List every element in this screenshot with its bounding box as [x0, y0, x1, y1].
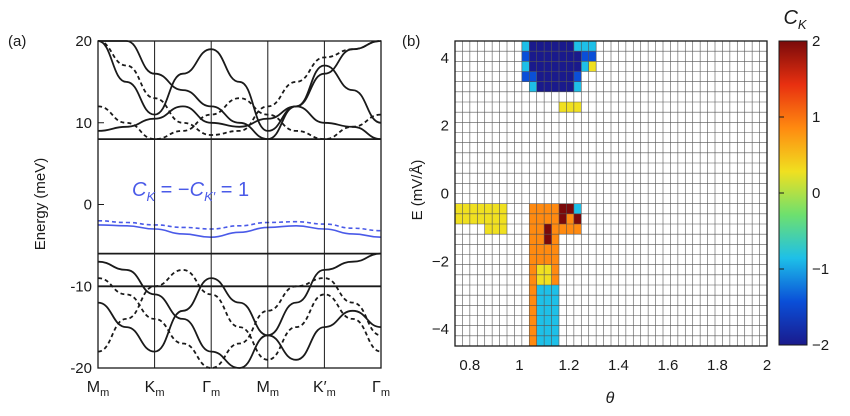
panel-b-frame — [454, 40, 768, 347]
heatmap-cell-25 — [544, 224, 552, 235]
b-ytick-label-1: −2 — [432, 253, 449, 270]
a-xtick-label-4: K′m — [313, 379, 336, 399]
heatmap-cell-9 — [588, 61, 597, 72]
panel-a-y-label: Energy (meV) — [32, 158, 49, 251]
b-ytick-label-0: −4 — [432, 321, 449, 338]
panel-a-y-ticks: -20 -10 0 10 20 — [70, 33, 104, 377]
a-ytick-label-4: 20 — [75, 33, 92, 50]
b-xtick-label-4: 1.6 — [658, 357, 679, 374]
a-ytick-label-3: 10 — [75, 115, 92, 132]
a-xtick-label-5: Γm — [372, 379, 390, 399]
band-line-6 — [97, 224, 382, 239]
cbar-tick-label-1: 1 — [812, 109, 820, 126]
b-xtick-label-3: 1.4 — [608, 357, 629, 374]
heatmap-cell-16 — [559, 102, 582, 113]
band-line-3 — [97, 105, 382, 140]
b-xtick-label-5: 1.8 — [707, 357, 728, 374]
b-xtick-label-2: 1.2 — [558, 357, 579, 374]
heatmap-cell-12 — [573, 71, 582, 82]
annotation-sub1: K — [146, 189, 156, 204]
band-line-13 — [97, 277, 382, 369]
heatmap-cell-23 — [484, 224, 507, 235]
heatmap-grid — [454, 40, 768, 347]
b-ytick-label-4: 4 — [441, 50, 449, 67]
heatmap-cell-22 — [566, 213, 574, 224]
heatmap-cell-0 — [521, 41, 530, 52]
heatmap-cell-15 — [573, 81, 582, 92]
cbar-tick-label-3: −1 — [812, 261, 829, 278]
a-xtick-label-3: Mm — [257, 379, 280, 399]
heatmap-cell-4 — [529, 51, 582, 62]
heatmap-cell-6 — [521, 61, 530, 72]
heatmap-cell-27 — [529, 234, 537, 265]
annotation-end: = 1 — [215, 179, 249, 201]
b-ytick-label-2: 0 — [441, 186, 449, 203]
chern-map-panel: (b) −4 −2 0 2 4 0.8 1 1.2 1.4 1.6 1.8 2 θ E (mV/Å)… — [402, 7, 829, 407]
band-line-5 — [97, 97, 382, 141]
heatmap-cell-28 — [536, 234, 559, 265]
colorbar-title-sub: K — [798, 17, 808, 32]
annotation-mid: = − — [155, 179, 189, 201]
annotation-c2: C — [190, 179, 205, 201]
band-series-group — [96, 0, 383, 379]
a-ytick-label-1: -10 — [70, 278, 92, 295]
band-line-7 — [97, 220, 382, 232]
cbar-tick-label-4: −2 — [812, 337, 829, 354]
heatmap-cell-11 — [536, 71, 574, 82]
a-ytick-label-0: -20 — [70, 360, 92, 377]
heatmap-cell-3 — [521, 51, 530, 62]
high-symmetry-lines — [154, 41, 325, 368]
panel-b-label: (b) — [402, 33, 420, 50]
panel-b-y-ticks: −4 −2 0 2 4 — [432, 50, 449, 338]
a-xtick-label-1: Km — [145, 379, 165, 399]
a-xtick-label-0: Mm — [87, 379, 110, 399]
cbar-tick-label-0: 2 — [812, 33, 820, 50]
a-bottom-mask — [96, 369, 383, 379]
colorbar-title: CK — [783, 7, 807, 32]
heatmap-cell-29 — [544, 234, 552, 245]
panel-b-x-ticks: 0.8 1 1.2 1.4 1.6 1.8 2 — [459, 357, 771, 374]
a-ytick-label-2: 0 — [84, 197, 92, 214]
a-top-mask — [96, 0, 383, 40]
b-xtick-label-0: 0.8 — [459, 357, 480, 374]
cbar-tick-label-2: 0 — [812, 185, 820, 202]
heatmap-cell-2 — [573, 41, 597, 52]
annotation-sub2: K′ — [204, 189, 216, 204]
band-line-0 — [97, 40, 382, 132]
chern-annotation: CK = −CK′ = 1 — [132, 179, 249, 204]
band-line-4 — [97, 40, 382, 136]
panel-b-x-label: θ — [606, 390, 615, 407]
b-xtick-label-6: 2 — [763, 357, 771, 374]
heatmap-cell-13 — [529, 81, 537, 92]
colorbar: 2 1 0 −1 −2 CK — [778, 7, 829, 354]
colorbar-ticks: 2 1 0 −1 −2 — [779, 33, 829, 354]
heatmap-cell-14 — [536, 81, 574, 92]
annotation-c1: C — [132, 179, 147, 201]
heatmap-cell-8 — [581, 61, 589, 72]
b-ytick-label-3: 2 — [441, 118, 449, 135]
a-xtick-label-2: Γm — [202, 379, 220, 399]
panel-b-y-label: E (mV/Å) — [409, 160, 426, 221]
heatmap-cell-21 — [573, 203, 582, 214]
panel-a-x-ticks: Mm Km Γm Mm K′m Γm — [87, 379, 390, 399]
band-line-12 — [97, 268, 382, 361]
panel-a-label: (a) — [8, 33, 26, 50]
band-line-1 — [98, 40, 382, 141]
heatmap-cell-7 — [529, 61, 582, 72]
band-line-10 — [97, 277, 382, 361]
band-line-11 — [97, 252, 382, 369]
b-xtick-label-1: 1 — [515, 357, 523, 374]
band-structure-panel: (a) -20 -10 0 10 20 Mm Km Γm Mm K′m Γm Energy (me… — [8, 0, 390, 399]
colorbar-title-main: C — [783, 7, 798, 29]
heatmap-cell-20 — [573, 213, 582, 224]
